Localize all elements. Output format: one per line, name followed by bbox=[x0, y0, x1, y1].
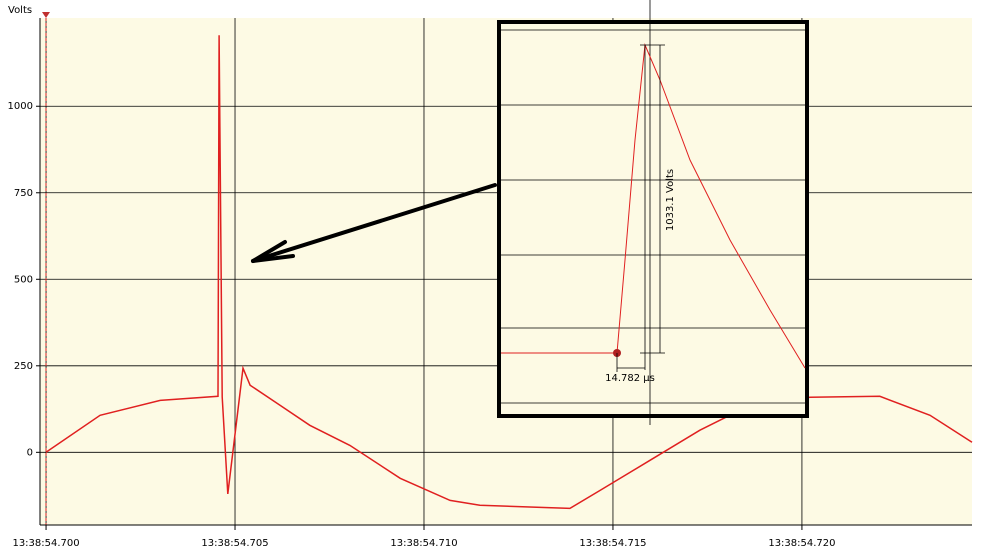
x-tick-label: 13:38:54.710 bbox=[390, 538, 457, 549]
x-tick-label: 13:38:54.705 bbox=[201, 538, 268, 549]
y-tick-label: 750 bbox=[14, 188, 33, 199]
y-tick-label: 0 bbox=[27, 447, 33, 458]
zoom-inset: 1033.1 Volts 14.782 µs bbox=[497, 0, 809, 425]
x-tick-label: 13:38:54.715 bbox=[579, 538, 646, 549]
trigger-marker bbox=[42, 12, 50, 18]
time-annotation: 14.782 µs bbox=[605, 373, 655, 384]
y-tick-label: 250 bbox=[14, 361, 33, 372]
y-tick-label: 500 bbox=[14, 274, 33, 285]
y-tick-label: 1000 bbox=[8, 101, 33, 112]
y-axis-label: Volts bbox=[8, 5, 32, 16]
x-tick-label: 13:38:54.700 bbox=[12, 538, 79, 549]
voltage-annotation: 1033.1 Volts bbox=[665, 169, 676, 231]
arrow bbox=[251, 183, 497, 263]
x-tick-label: 13:38:54.720 bbox=[768, 538, 835, 549]
